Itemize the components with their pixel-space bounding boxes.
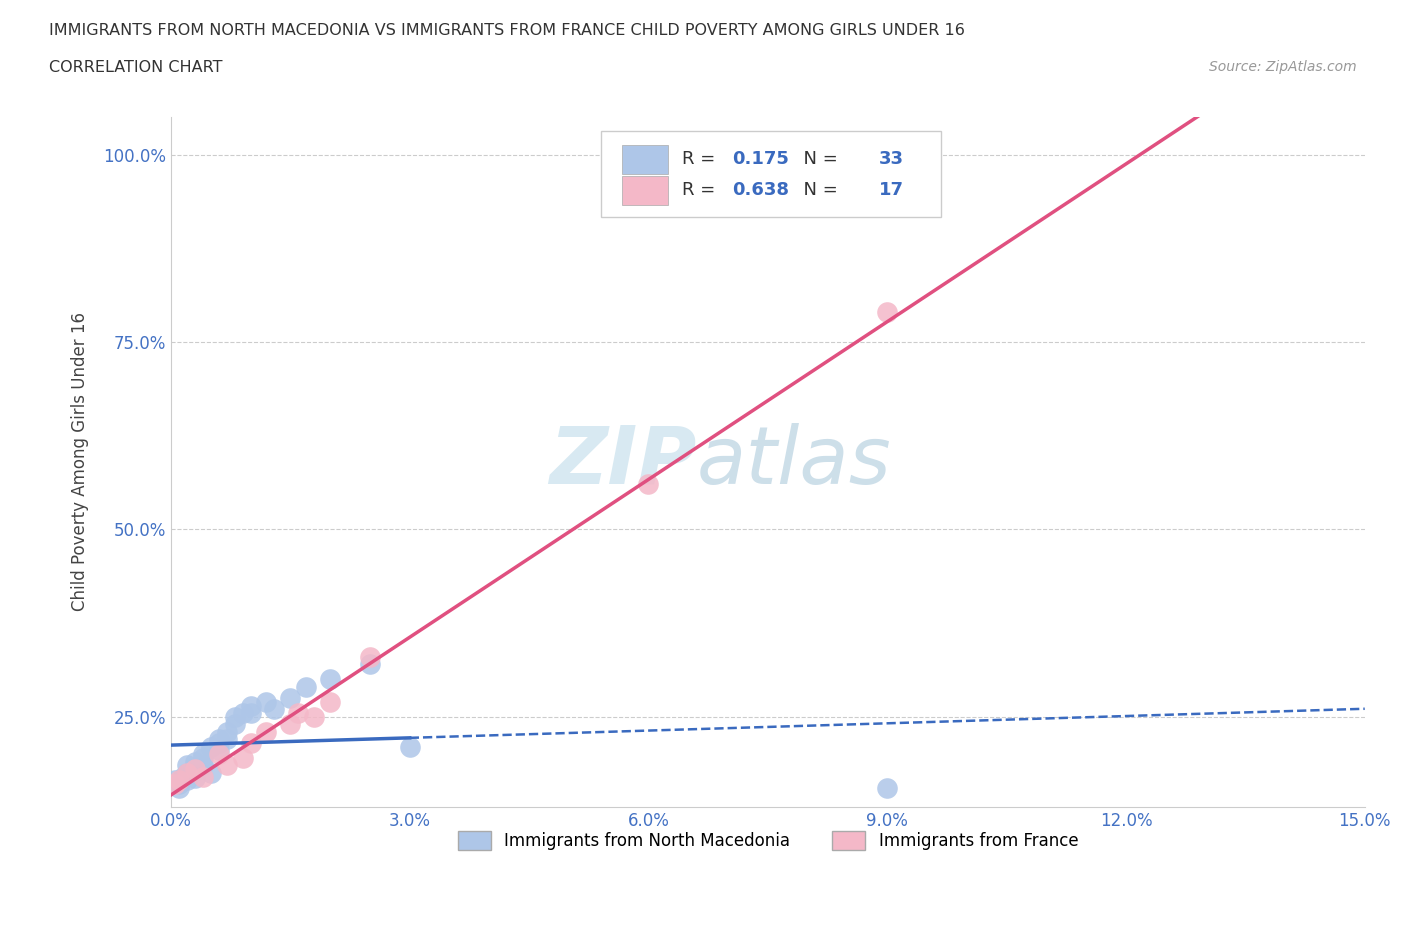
Point <box>876 305 898 320</box>
Point <box>280 717 302 732</box>
Point <box>208 732 231 747</box>
Point <box>191 769 214 784</box>
Point <box>208 743 231 758</box>
Point <box>215 724 238 739</box>
Point <box>637 477 659 492</box>
Point <box>176 765 198 780</box>
Text: 0.175: 0.175 <box>733 151 789 168</box>
Point <box>239 698 262 713</box>
Point <box>163 777 186 791</box>
FancyBboxPatch shape <box>623 176 668 205</box>
Point <box>224 710 246 724</box>
Point <box>176 758 198 773</box>
Point <box>215 732 238 747</box>
FancyBboxPatch shape <box>623 145 668 174</box>
Point <box>304 710 326 724</box>
Point <box>280 691 302 706</box>
Point <box>319 671 342 686</box>
Text: N =: N = <box>792 181 844 199</box>
Text: 0.638: 0.638 <box>733 181 789 199</box>
Text: 17: 17 <box>879 181 904 199</box>
Point <box>184 754 207 769</box>
Point <box>167 777 190 791</box>
Point <box>184 764 207 778</box>
Point <box>287 706 309 721</box>
Point <box>319 695 342 710</box>
Point <box>398 739 420 754</box>
Point <box>359 649 381 664</box>
Text: N =: N = <box>792 151 844 168</box>
Point <box>167 773 190 788</box>
Point <box>215 758 238 773</box>
Text: IMMIGRANTS FROM NORTH MACEDONIA VS IMMIGRANTS FROM FRANCE CHILD POVERTY AMONG GI: IMMIGRANTS FROM NORTH MACEDONIA VS IMMIG… <box>49 23 965 38</box>
Point <box>172 769 194 784</box>
Point <box>200 765 222 780</box>
Text: R =: R = <box>682 181 721 199</box>
Point <box>191 758 214 773</box>
Point <box>184 771 207 786</box>
Text: ZIP: ZIP <box>548 423 696 501</box>
Point <box>295 679 318 694</box>
Point <box>208 736 231 751</box>
Point <box>239 736 262 751</box>
Point <box>359 657 381 671</box>
Point <box>232 706 254 721</box>
Point <box>163 773 186 788</box>
Text: atlas: atlas <box>696 423 891 501</box>
Text: Source: ZipAtlas.com: Source: ZipAtlas.com <box>1209 60 1357 74</box>
Point <box>256 695 278 710</box>
Point <box>191 747 214 762</box>
Point <box>208 747 231 762</box>
Point <box>224 717 246 732</box>
Text: CORRELATION CHART: CORRELATION CHART <box>49 60 222 75</box>
Point <box>200 739 222 754</box>
Point <box>232 751 254 765</box>
Text: 33: 33 <box>879 151 904 168</box>
Legend: Immigrants from North Macedonia, Immigrants from France: Immigrants from North Macedonia, Immigra… <box>451 824 1085 857</box>
Point <box>176 765 198 780</box>
Text: R =: R = <box>682 151 721 168</box>
Point <box>263 702 285 717</box>
Point <box>876 780 898 795</box>
Point <box>184 762 207 777</box>
FancyBboxPatch shape <box>600 131 941 218</box>
Point <box>191 751 214 765</box>
Point <box>256 724 278 739</box>
Y-axis label: Child Poverty Among Girls Under 16: Child Poverty Among Girls Under 16 <box>72 312 89 612</box>
Point <box>167 780 190 795</box>
Point <box>239 706 262 721</box>
Point <box>176 773 198 788</box>
